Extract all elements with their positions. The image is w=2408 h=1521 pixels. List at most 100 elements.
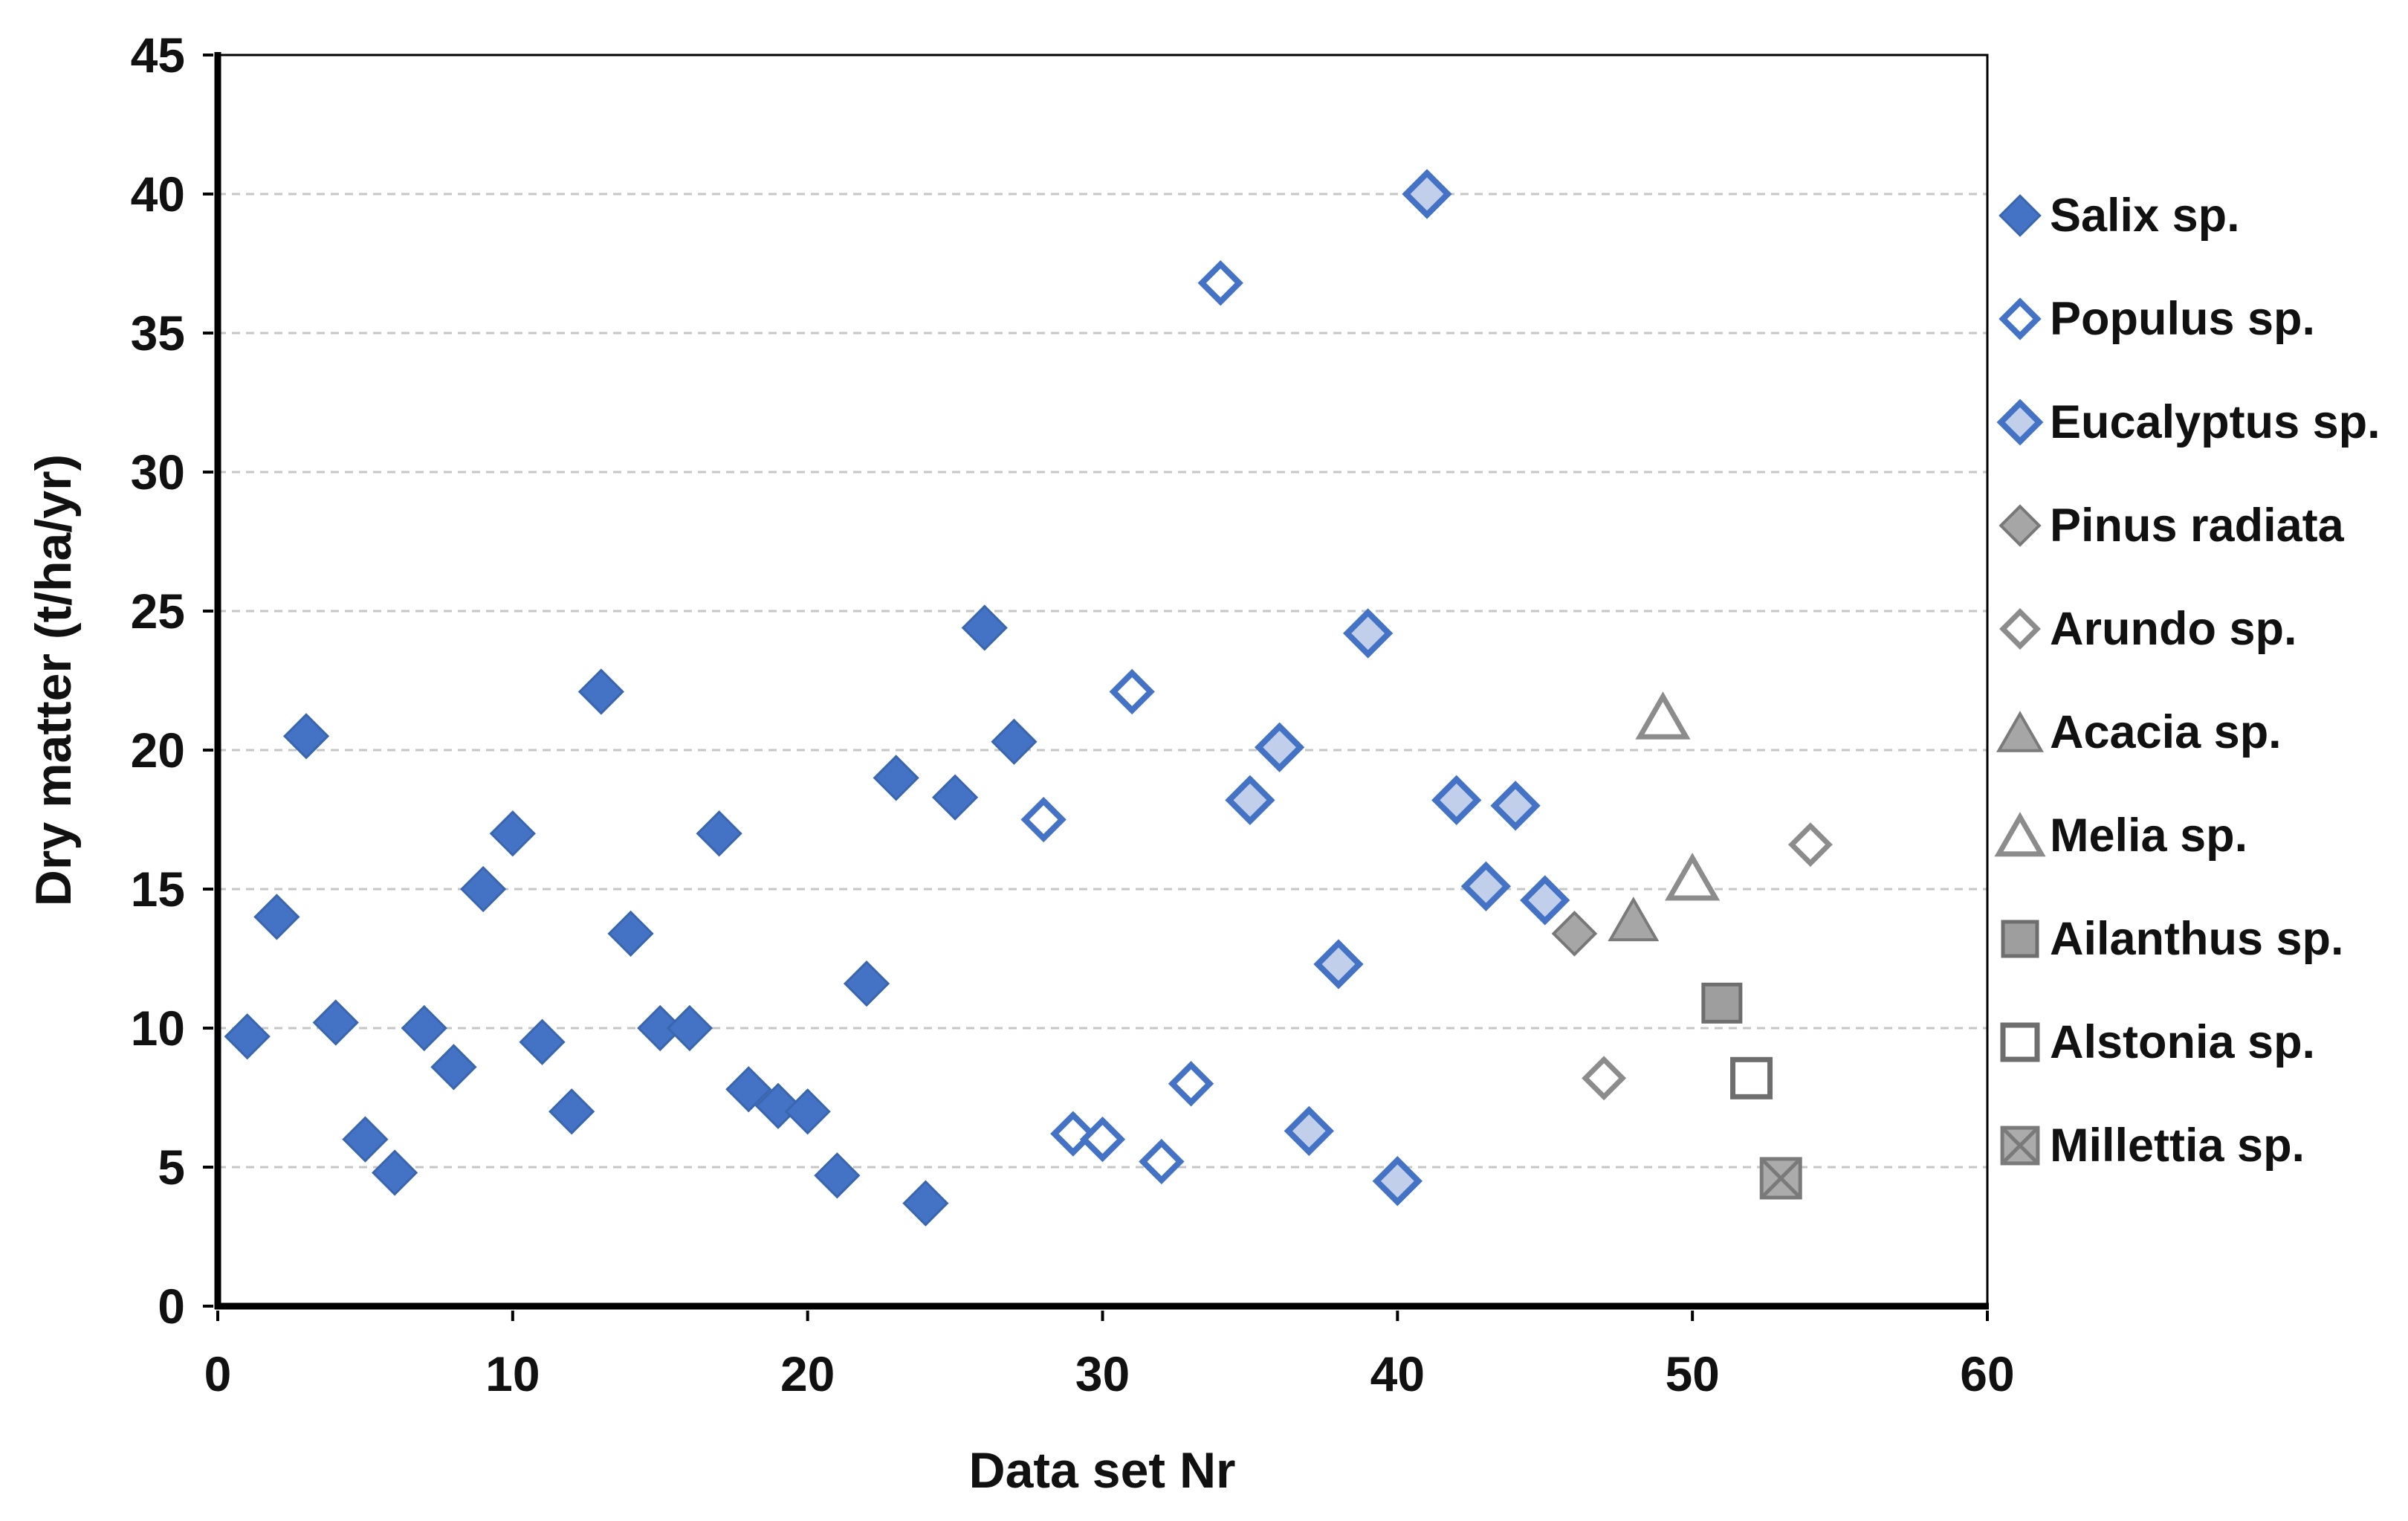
- series-eucalyptus-sp: [1225, 169, 1570, 1207]
- marker-triangle: [1994, 812, 2046, 857]
- legend-item: Salix sp.: [1998, 190, 2240, 242]
- series-melia-sp: [1635, 691, 1721, 901]
- marker-diamond: [754, 1082, 802, 1129]
- marker-diamond: [253, 894, 300, 940]
- y-tick-label: 40: [131, 167, 185, 222]
- marker-diamond: [519, 1018, 566, 1065]
- legend-item: Millettia sp.: [2000, 1120, 2305, 1172]
- series-millettia-sp: [1759, 1157, 1802, 1200]
- marker-diamond: [1197, 260, 1243, 306]
- series-salix-sp: [224, 604, 1038, 1227]
- legend-label: Salix sp.: [2050, 190, 2240, 242]
- marker-diamond: [1998, 297, 2042, 340]
- y-tick-label: 30: [131, 445, 185, 500]
- marker-diamond: [1313, 939, 1364, 989]
- marker-diamond: [1460, 861, 1512, 911]
- legend-label: Millettia sp.: [2050, 1120, 2305, 1172]
- marker-diamond: [961, 604, 1008, 651]
- marker-diamond: [1490, 781, 1541, 831]
- marker-diamond: [1431, 775, 1482, 825]
- legend-item: Arundo sp.: [1999, 603, 2297, 655]
- marker-diamond: [1079, 1116, 1126, 1163]
- x-tick-label: 20: [780, 1346, 835, 1401]
- y-tick-label: 35: [131, 306, 185, 361]
- marker-diamond: [1050, 1111, 1096, 1157]
- marker-diamond: [1139, 1138, 1185, 1185]
- marker-diamond: [1109, 668, 1155, 715]
- y-tick-label: 25: [131, 584, 185, 639]
- series-ailanthus-sp: [1701, 982, 1743, 1024]
- marker-triangle: [1608, 897, 1660, 942]
- y-tick-label: 45: [131, 28, 185, 83]
- legend-item: Eucalyptus sp.: [1996, 396, 2381, 448]
- marker-diamond: [1020, 796, 1067, 843]
- legend-label: Pinus radiata: [2050, 500, 2345, 552]
- marker-diamond: [1168, 1061, 1214, 1107]
- marker-diamond: [1225, 775, 1275, 825]
- series-alstonia-sp: [1730, 1056, 1773, 1099]
- marker-diamond: [931, 774, 979, 821]
- marker-diamond: [1582, 1056, 1627, 1101]
- series-arundo-sp: [1582, 822, 1833, 1101]
- legend-item: Melia sp.: [1994, 810, 2247, 862]
- marker-x-stroke: [2002, 1128, 2038, 1163]
- marker-diamond: [607, 910, 654, 957]
- y-tick-label: 15: [131, 862, 185, 917]
- marker-diamond: [725, 1066, 772, 1113]
- legend-label: Alstonia sp.: [2050, 1016, 2315, 1068]
- marker-diamond: [1402, 169, 1452, 219]
- marker-diamond: [902, 1180, 949, 1227]
- marker-x-stroke: [1761, 1159, 1800, 1198]
- legend-label: Melia sp.: [2050, 810, 2247, 862]
- legend-label: Acacia sp.: [2050, 706, 2282, 758]
- y-tick-label: 5: [158, 1140, 185, 1195]
- legend-label: Eucalyptus sp.: [2050, 396, 2381, 448]
- axis-ticks: 0 5 10 15 20 25 30 35 40 45 0 10 20 30 40 50 60: [131, 28, 2015, 1401]
- marker-triangle: [1635, 691, 1691, 740]
- y-axis-title: Dry matter (t/ha/yr): [25, 453, 82, 907]
- marker-diamond: [1998, 504, 2042, 547]
- series-populus-sp: [1020, 260, 1243, 1185]
- y-tick-label: 0: [158, 1279, 185, 1334]
- marker-diamond: [814, 1152, 861, 1199]
- marker-diamond: [991, 718, 1038, 765]
- marker-diamond: [312, 999, 359, 1046]
- marker-diamond: [1996, 398, 2044, 446]
- marker-diamond: [489, 810, 536, 857]
- legend-item: Acacia sp.: [1996, 706, 2282, 758]
- marker-diamond: [342, 1116, 389, 1163]
- series-pinus-radiata: [1551, 911, 1598, 957]
- marker-diamond: [1342, 608, 1394, 659]
- x-tick-label: 40: [1370, 1346, 1425, 1401]
- series-acacia-sp: [1608, 897, 1660, 942]
- marker-square: [2001, 920, 2039, 958]
- marker-diamond: [784, 1088, 831, 1135]
- x-tick-label: 0: [204, 1346, 232, 1401]
- marker-diamond: [1998, 194, 2042, 237]
- y-tick-label: 10: [131, 1001, 185, 1056]
- marker-diamond: [873, 755, 919, 801]
- y-tick-label: 20: [131, 723, 185, 778]
- marker-diamond: [1787, 822, 1833, 868]
- marker-diamond: [1551, 911, 1598, 957]
- marker-diamond: [1999, 608, 2041, 650]
- x-tick-label: 50: [1665, 1346, 1719, 1401]
- marker-diamond: [577, 668, 625, 715]
- marker-diamond: [401, 1004, 447, 1052]
- marker-diamond: [1520, 875, 1570, 926]
- legend-item: Alstonia sp.: [2000, 1016, 2315, 1068]
- x-tick-label: 10: [485, 1346, 540, 1401]
- marker-diamond: [696, 810, 742, 857]
- marker-diamond: [371, 1149, 418, 1196]
- marker-diamond: [1284, 1105, 1334, 1157]
- marker-square: [1730, 1056, 1773, 1099]
- x-tick-label: 30: [1075, 1346, 1130, 1401]
- marker-diamond: [430, 1044, 477, 1091]
- marker-diamond: [548, 1088, 595, 1135]
- marker-diamond: [666, 1004, 713, 1052]
- marker-triangle: [1996, 711, 2045, 752]
- marker-diamond: [1254, 722, 1305, 772]
- marker-diamond: [224, 1013, 271, 1060]
